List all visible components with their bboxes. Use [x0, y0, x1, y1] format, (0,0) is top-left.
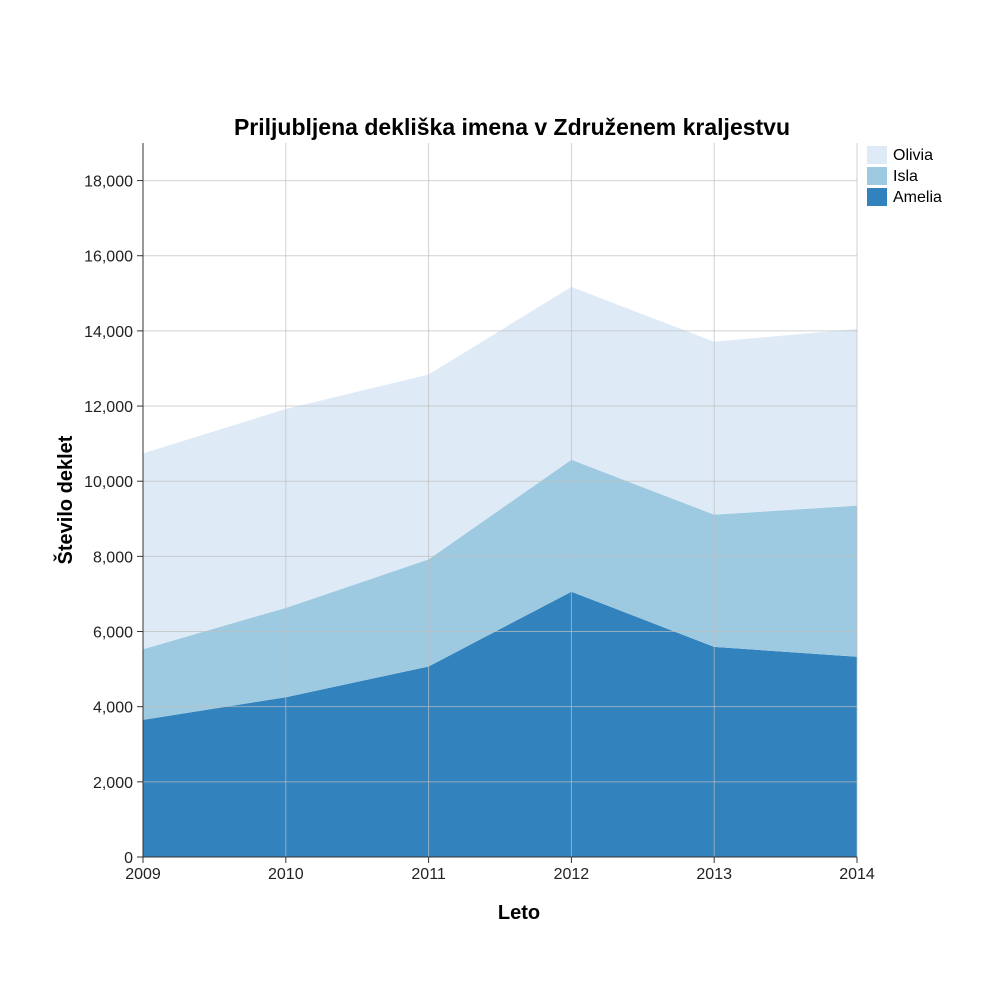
legend-swatch-isla	[867, 167, 887, 185]
legend-label-isla: Isla	[893, 168, 918, 185]
y-tick-label: 12,000	[84, 399, 133, 416]
y-tick-label: 10,000	[84, 474, 133, 491]
x-tick-label: 2011	[411, 866, 446, 883]
y-axis-title: Število deklet	[53, 435, 77, 564]
axes: 0 2,000 4,000 6,000 8,000 10,000 12,000 14,000 1…	[84, 143, 875, 883]
legend-label-amelia: Amelia	[893, 189, 942, 206]
y-tick-label: 8,000	[93, 549, 133, 566]
y-tick-label: 6,000	[93, 625, 133, 642]
legend-swatch-amelia	[867, 188, 887, 206]
x-tick-label: 2013	[696, 866, 732, 883]
x-tick-label: 2010	[268, 866, 304, 883]
area-amelia	[143, 591, 857, 857]
y-tick-label: 18,000	[84, 174, 133, 191]
area-isla	[143, 459, 857, 720]
x-tick-label: 2014	[839, 866, 875, 883]
legend-label-olivia: Olivia	[893, 147, 933, 164]
y-tick-label: 2,000	[93, 775, 133, 792]
y-tick-label: 0	[124, 850, 133, 867]
x-tick-label: 2012	[554, 866, 590, 883]
y-tick-label: 16,000	[84, 249, 133, 266]
areas	[143, 286, 857, 857]
area-olivia	[143, 286, 857, 650]
y-tick-label: 4,000	[93, 700, 133, 717]
y-tick-label: 14,000	[84, 324, 133, 341]
legend-swatch-olivia	[867, 146, 887, 164]
x-tick-label: 2009	[125, 866, 161, 883]
chart-title: Priljubljena dekliška imena v Združenem …	[234, 114, 790, 140]
legend: Olivia Isla Amelia	[867, 146, 942, 206]
x-axis-title: Leto	[498, 902, 540, 924]
